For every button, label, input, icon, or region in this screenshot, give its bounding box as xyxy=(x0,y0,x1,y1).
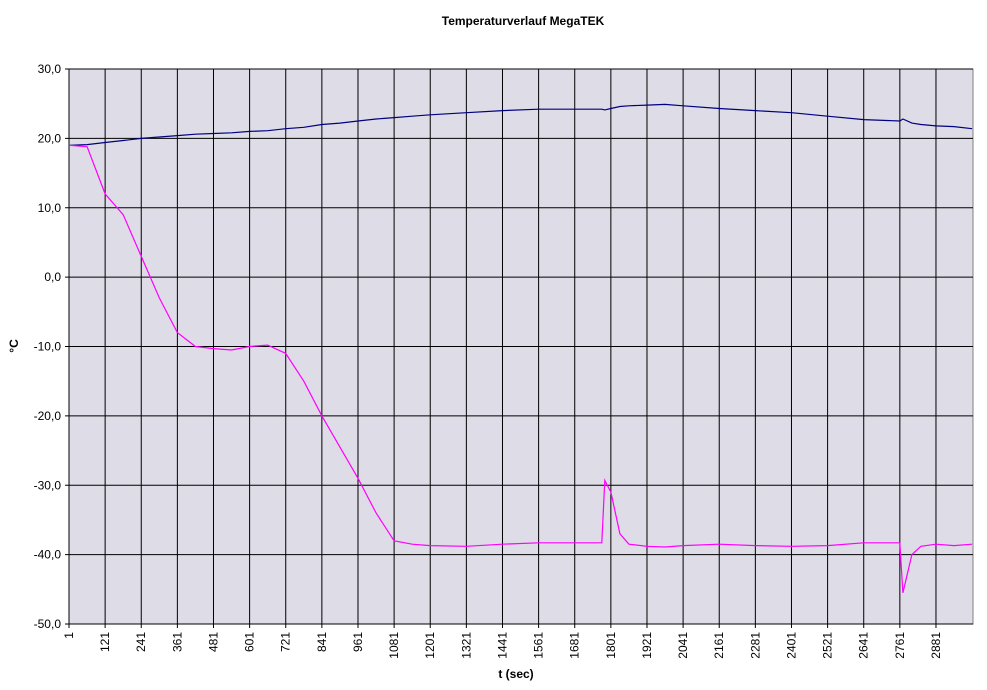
x-axis-label: t (sec) xyxy=(498,667,533,681)
x-tick-label: 1561 xyxy=(532,632,546,659)
x-tick-label: 961 xyxy=(351,632,365,652)
x-tick-label: 2161 xyxy=(712,632,726,659)
x-tick-label: 481 xyxy=(206,632,220,652)
y-tick-label: -20,0 xyxy=(34,409,62,423)
x-tick-label: 1801 xyxy=(604,632,618,659)
x-tick-label: 1081 xyxy=(387,632,401,659)
x-tick-label: 2641 xyxy=(857,632,871,659)
y-tick-label: 30,0 xyxy=(38,62,62,76)
x-tick-label: 2041 xyxy=(676,632,690,659)
x-tick-label: 601 xyxy=(243,632,257,652)
y-tick-label: 0,0 xyxy=(44,270,61,284)
series-line xyxy=(68,144,973,593)
y-tick-label: 20,0 xyxy=(38,131,62,145)
y-tick-label: 10,0 xyxy=(38,201,62,215)
x-tick-label: 1921 xyxy=(640,632,654,659)
y-axis-label: °C xyxy=(7,339,21,353)
x-tick-label: 2401 xyxy=(784,632,798,659)
y-tick-label: -30,0 xyxy=(34,478,62,492)
chart-title: Temperaturverlauf MegaTEK xyxy=(442,14,605,28)
x-tick-label: 2521 xyxy=(821,632,835,659)
series-line xyxy=(68,103,973,146)
x-tick-label: 2761 xyxy=(893,632,907,659)
x-tick-label: 1321 xyxy=(459,632,473,659)
y-tick-label: -10,0 xyxy=(34,340,62,354)
x-tick-label: 2881 xyxy=(929,632,943,659)
y-tick-label: -50,0 xyxy=(34,617,62,631)
x-tick-label: 1 xyxy=(62,632,76,639)
x-tick-label: 1201 xyxy=(423,632,437,659)
x-tick-label: 361 xyxy=(170,632,184,652)
x-tick-label: 721 xyxy=(279,632,293,652)
x-tick-label: 241 xyxy=(134,632,148,652)
x-tick-label: 1681 xyxy=(568,632,582,659)
x-tick-label: 2281 xyxy=(748,632,762,659)
x-tick-label: 841 xyxy=(315,632,329,652)
x-tick-label: 1441 xyxy=(495,632,509,659)
y-tick-label: -40,0 xyxy=(34,548,62,562)
x-tick-label: 121 xyxy=(98,632,112,652)
